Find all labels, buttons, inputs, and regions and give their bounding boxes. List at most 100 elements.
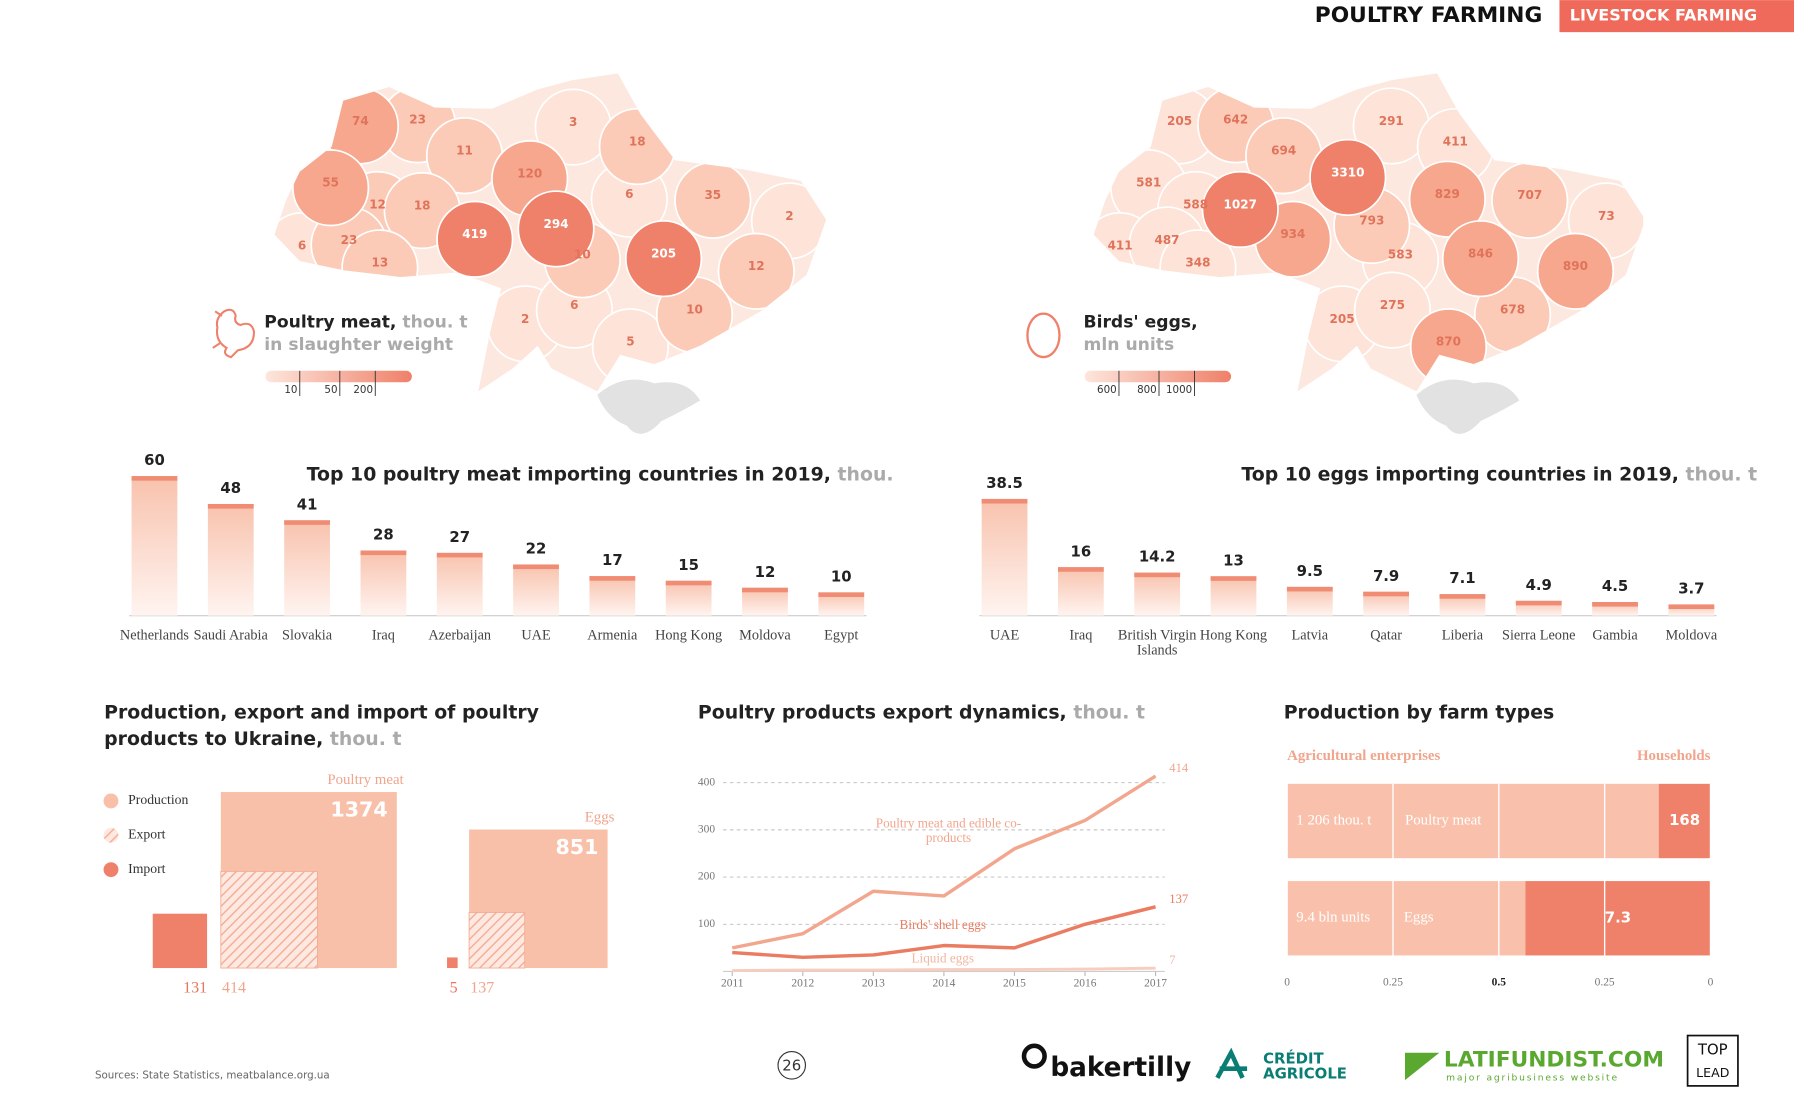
bar-cap (284, 520, 330, 525)
category-label-box: Slovakia (282, 628, 332, 642)
region-label: 1027 (1224, 197, 1257, 211)
category-label-box: British Virgin Islands (1118, 628, 1196, 657)
category-label: Iraq (371, 628, 395, 644)
value-label: 7.1 (1449, 569, 1475, 587)
category-label-box: Qatar (1370, 628, 1402, 642)
map: 205 642 694 291 411 3310 581 588 1027 793 829 707 73… (1026, 73, 1646, 434)
region-label: 890 (1563, 259, 1588, 273)
region-label: 588 (1183, 197, 1208, 211)
y-tick-label: 200 (698, 871, 715, 883)
region-label: 73 (1598, 209, 1615, 223)
region-label: 3310 (1331, 165, 1364, 179)
x-tick-label: 2011 (721, 978, 744, 990)
category-label-box: Gambia (1592, 628, 1637, 642)
bar-cap (513, 564, 559, 570)
category-label-box: Egypt (824, 628, 859, 644)
page-circle (777, 1050, 807, 1080)
bar-cap (1668, 604, 1715, 610)
region-label: 275 (1380, 298, 1405, 312)
region (1408, 160, 1486, 238)
category-label: UAE (521, 628, 551, 644)
region-label: 18 (629, 134, 646, 148)
value-label: 7.3 (1605, 908, 1631, 926)
region-label: 55 (322, 176, 339, 190)
bar-cap (818, 592, 865, 597)
region-label: 348 (1185, 256, 1210, 270)
value-label: 414 (222, 979, 246, 996)
value-label: 131 (183, 979, 207, 996)
series-label-box: Poultry meat and edible co-products (875, 817, 1022, 846)
category-label-box: UAE (521, 628, 551, 644)
segment (1287, 783, 1659, 859)
value-label: 27 (449, 528, 470, 546)
category-label-box: Netherlands (119, 628, 190, 644)
region-label: 2 (521, 312, 529, 326)
bar-cap (1057, 567, 1104, 572)
x-tick-label: 2015 (1003, 978, 1026, 990)
map-unit: thou. t (402, 311, 468, 332)
region-label: 2 (785, 209, 793, 223)
region-label: 642 (1223, 113, 1248, 127)
end-label: 137 (1169, 892, 1188, 906)
bar-cap (1210, 576, 1257, 581)
category-label: Saudi Arabia (193, 628, 268, 644)
region-label: 581 (1136, 176, 1161, 190)
bar-cap (1286, 586, 1333, 592)
region-label: 23 (341, 233, 358, 247)
value-label: 22 (526, 540, 547, 558)
category-label: Egypt (824, 628, 859, 644)
section-title: POULTRY FARMING (1315, 3, 1542, 28)
bar (589, 576, 636, 616)
bar (513, 564, 559, 616)
region-label: 419 (462, 227, 487, 241)
region-label: 205 (651, 247, 676, 261)
logo: CRÉDIT (1263, 1050, 1324, 1068)
category-label-box: Iraq (1069, 628, 1092, 642)
category-label: Liberia (1441, 628, 1484, 644)
title-text: Production by farm types (1283, 701, 1555, 724)
series-label: Poultry meat and edible co-products (875, 817, 1022, 846)
chart-title-box: Production by farm types (1284, 699, 1742, 725)
bar (1134, 572, 1181, 616)
bar-cap (131, 476, 178, 481)
x-tick-label: 0.5 (1492, 977, 1507, 989)
category-label: Hong Kong (655, 628, 723, 644)
title-text: Production, export and import of poultry… (104, 701, 539, 750)
region-label: 6 (625, 187, 633, 201)
bar (1210, 576, 1257, 616)
category-label: Eggs (585, 809, 615, 825)
region-label: 23 (409, 113, 426, 127)
bar-cap (981, 498, 1028, 504)
category-label: Hong Kong (1199, 628, 1268, 644)
map-title: Poultry meat, thou. t in slaughter weight (264, 310, 493, 356)
logo: LEAD (1696, 1065, 1729, 1080)
region-label: 793 (1359, 213, 1384, 227)
region-label: 411 (1443, 134, 1468, 148)
bar-cap (1592, 602, 1638, 607)
bar (360, 550, 407, 616)
value-label: 38.5 (986, 474, 1023, 492)
legend-label: Export (128, 826, 166, 841)
category-label-box: Saudi Arabia (193, 628, 268, 644)
import-square (152, 913, 208, 969)
value-label: 17 (602, 551, 623, 569)
region-label: 120 (517, 167, 542, 181)
y-tick-label: 400 (698, 776, 715, 788)
bar (742, 587, 788, 616)
x-tick-label: 2014 (932, 978, 955, 990)
region-label: 12 (369, 197, 386, 211)
category-label: Netherlands (119, 628, 190, 644)
tag-background (1559, 0, 1794, 33)
region-label: 3 (569, 115, 577, 129)
map-subtitle: in slaughter weight (264, 334, 454, 355)
region-label: 583 (1388, 248, 1413, 262)
category-label: Eggs (1404, 910, 1434, 926)
chart-title-box: Top 10 poultry meat importing countries … (307, 463, 894, 490)
sources: Sources: State Statistics, meatbalance.o… (95, 1070, 330, 1082)
region (1201, 170, 1279, 249)
region-label: 707 (1517, 188, 1542, 202)
chart-title: Production by farm types (1284, 699, 1742, 725)
category-label-box: Hong Kong (655, 628, 723, 644)
region-label: 18 (414, 199, 431, 213)
title-unit: thou. t (1685, 463, 1758, 486)
